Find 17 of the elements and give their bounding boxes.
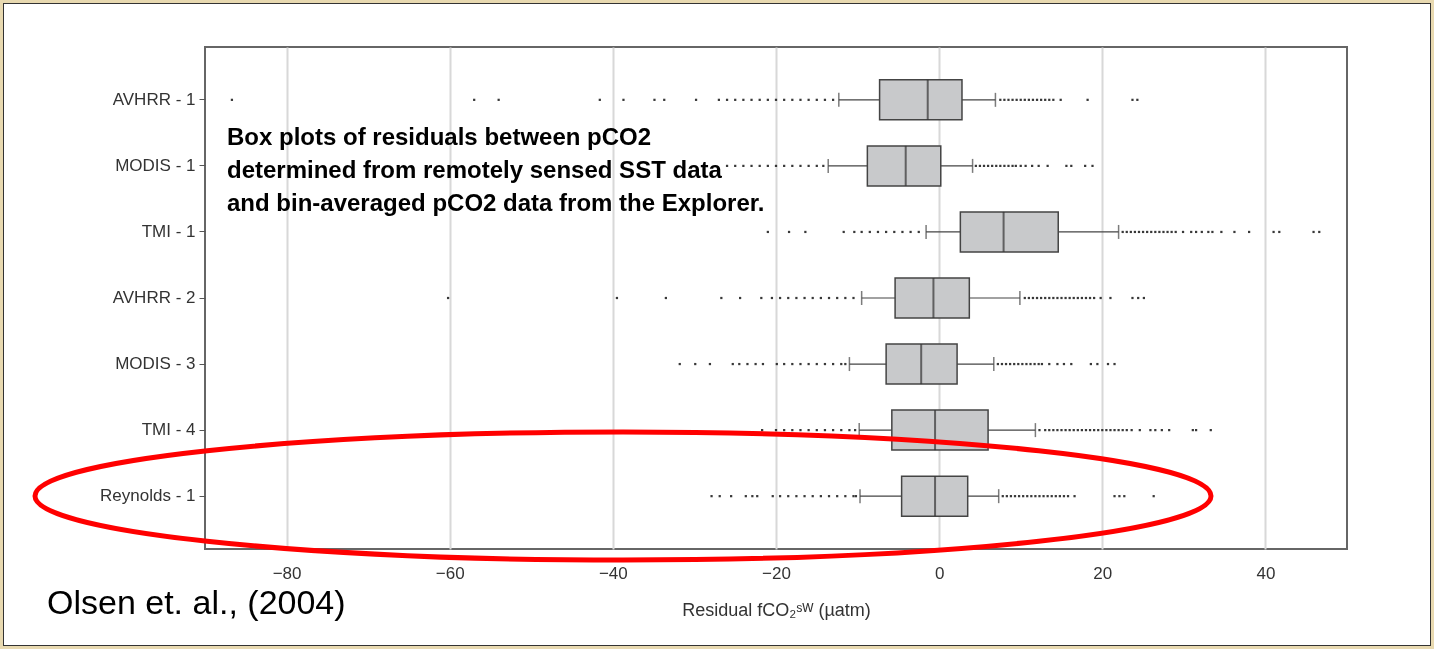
x-axis-title: Residual fCO₂ˢᵂ (µatm) (682, 599, 871, 620)
y-tick-label: MODIS - 3 (115, 354, 196, 374)
y-tick-label: TMI - 4 (141, 420, 196, 440)
x-tick-label: 0 (934, 563, 945, 583)
text: Olsen et. al., (2004) (47, 583, 346, 622)
y-tick-label: AVHRR - 2 (112, 288, 196, 307)
y-tick-label: AVHRR - 1 (112, 89, 196, 109)
x-tick-label: 20 (1093, 563, 1113, 583)
x-tick-label: −60 (435, 563, 465, 583)
y-tick-label: TMI - 1 (141, 221, 196, 241)
x-tick-label: −20 (762, 563, 791, 583)
x-tick-label: −40 (598, 563, 628, 583)
annotation: Box plots of residuals between pCO2 determined from remotely sensed SST data and bin-averaged pCO2 data from the Explorer. (227, 122, 766, 218)
y-tick-label: Reynolds - 1 (100, 486, 196, 506)
y-tick-label: MODIS - 1 (115, 155, 196, 175)
x-tick-label: −80 (272, 563, 302, 583)
x-tick-label: 40 (1256, 563, 1276, 583)
